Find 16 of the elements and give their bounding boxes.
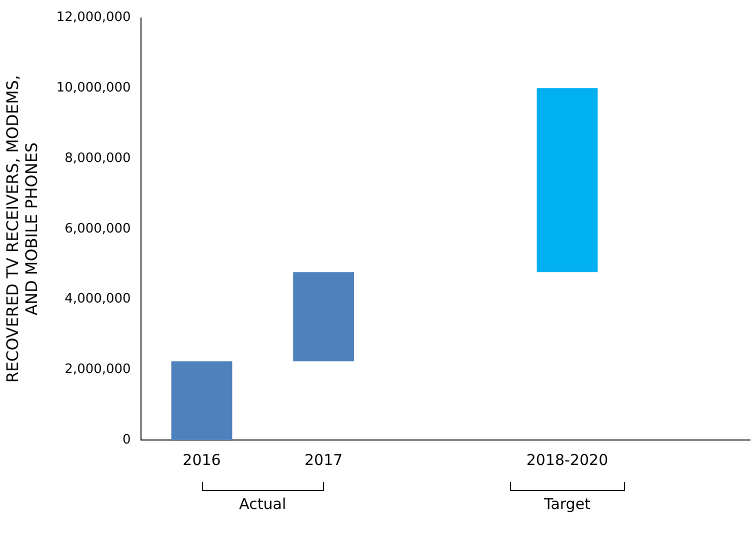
y-tick-label: 2,000,000 (64, 362, 131, 378)
x-tick-label: 2017 (304, 450, 343, 469)
y-tick-label: 12,000,000 (56, 10, 131, 26)
x-tick-label: 2016 (182, 450, 221, 469)
bar (293, 272, 354, 362)
text: Actual (239, 495, 286, 513)
y-tick-label: 10,000,000 (56, 80, 131, 96)
y-tick-label: 8,000,000 (64, 150, 131, 166)
y-axis-title: RECOVERED TV RECEIVERS, MODEMS, AND MOBILE PHONES (2, 74, 41, 383)
y-tick-label: 6,000,000 (64, 221, 131, 236)
bar (171, 361, 232, 440)
y-tick-label: 4,000,000 (64, 292, 131, 307)
bar (536, 88, 598, 272)
text: Target (544, 495, 590, 513)
x-tick-label: 2018-2020 (526, 450, 608, 469)
y-tick-label: 0 (122, 432, 131, 448)
